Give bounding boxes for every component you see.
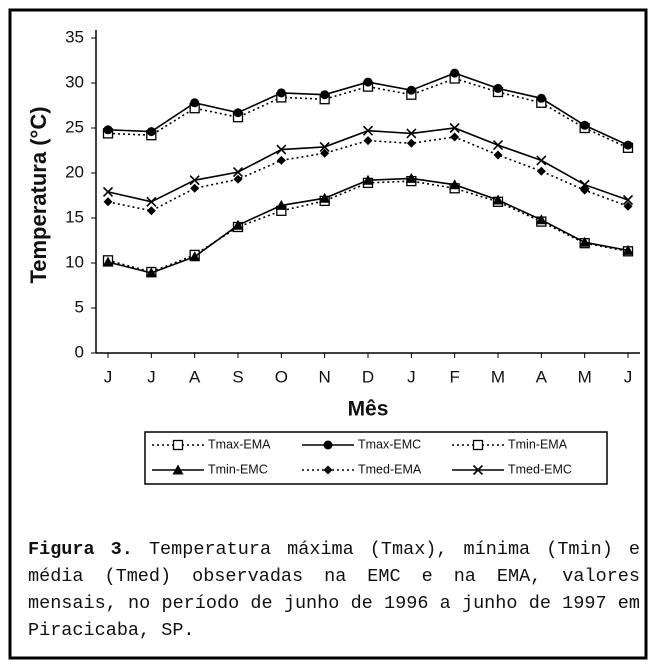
marker	[580, 120, 590, 130]
caption-label: Figura 3.	[28, 539, 133, 560]
marker	[362, 174, 374, 185]
y-tick-label: 0	[75, 342, 84, 361]
marker	[145, 267, 157, 278]
marker	[189, 251, 201, 262]
marker	[275, 199, 287, 210]
x-tick-label: F	[449, 367, 459, 386]
marker	[406, 138, 416, 148]
y-tick-label: 25	[65, 117, 84, 136]
x-axis-title: Mês	[348, 398, 389, 421]
marker	[190, 183, 200, 193]
x-tick-label: M	[491, 367, 505, 386]
marker	[449, 179, 461, 190]
marker	[102, 256, 114, 267]
x-tick-label: J	[147, 367, 156, 386]
marker	[362, 125, 374, 136]
legend-label: Tmin-EMC	[208, 462, 268, 476]
marker	[450, 68, 460, 78]
figure-border	[8, 8, 648, 660]
marker	[233, 108, 243, 118]
y-tick-label: 35	[65, 27, 84, 46]
marker	[276, 155, 286, 165]
marker	[623, 201, 633, 211]
legend-label: Tmed-EMA	[358, 462, 422, 476]
legend-label: Tmax-EMC	[358, 437, 421, 451]
marker	[492, 140, 504, 151]
marker	[190, 98, 200, 108]
caption-text: Temperatura máxima (Tmax), mínima (Tmin)…	[28, 539, 640, 641]
x-tick-label: D	[362, 367, 374, 386]
marker	[172, 464, 184, 475]
y-tick-label: 15	[65, 207, 84, 226]
marker	[323, 440, 333, 450]
marker	[172, 439, 184, 451]
marker	[146, 206, 156, 216]
legend-label: Tmin-EMA	[508, 437, 568, 451]
marker	[492, 194, 504, 205]
marker	[320, 90, 330, 100]
marker	[536, 155, 547, 166]
marker	[103, 125, 113, 135]
x-tick-label: A	[189, 367, 201, 386]
marker	[406, 128, 417, 139]
x-tick-label: A	[536, 367, 548, 386]
marker	[363, 136, 373, 146]
marker	[579, 236, 591, 247]
x-tick-label: S	[232, 367, 243, 386]
marker	[472, 464, 484, 476]
series-line	[107, 180, 629, 273]
marker	[146, 196, 157, 207]
marker	[493, 83, 503, 93]
x-tick-label: J	[624, 367, 633, 386]
x-tick-label: N	[319, 367, 331, 386]
marker	[233, 174, 243, 184]
marker	[232, 219, 244, 230]
legend-box	[144, 431, 608, 485]
legend-label: Tmax-EMA	[208, 437, 271, 451]
y-tick-label: 10	[65, 252, 84, 271]
marker	[493, 150, 503, 160]
marker	[276, 144, 287, 155]
marker	[449, 122, 460, 134]
y-tick-label: 20	[65, 162, 84, 181]
y-axis-title: Temperatura (°C)	[26, 106, 51, 283]
marker	[622, 244, 634, 255]
marker	[320, 148, 330, 158]
y-tick-label: 5	[75, 297, 84, 316]
caption: Figura 3. Temperatura máxima (Tmax), mín…	[28, 536, 640, 644]
marker	[623, 140, 633, 150]
marker	[579, 179, 590, 190]
x-tick-label: O	[275, 367, 288, 386]
y-tick-label: 30	[65, 72, 84, 91]
marker	[103, 197, 113, 207]
marker	[535, 214, 547, 225]
marker	[102, 186, 114, 197]
marker	[319, 141, 330, 152]
x-tick-label: J	[407, 367, 416, 386]
marker	[536, 93, 546, 103]
marker	[472, 439, 484, 451]
series-line	[107, 136, 629, 212]
x-tick-label: J	[104, 367, 113, 386]
marker	[406, 85, 416, 95]
marker	[146, 127, 156, 137]
marker	[622, 194, 634, 206]
x-tick-label: M	[578, 367, 592, 386]
marker	[189, 175, 200, 186]
marker	[536, 166, 546, 176]
marker	[319, 192, 331, 203]
marker	[405, 172, 417, 183]
legend-label: Tmed-EMC	[508, 462, 572, 476]
marker	[363, 77, 373, 87]
marker	[232, 167, 244, 178]
marker	[276, 88, 286, 98]
marker	[450, 132, 460, 142]
marker	[323, 465, 333, 475]
